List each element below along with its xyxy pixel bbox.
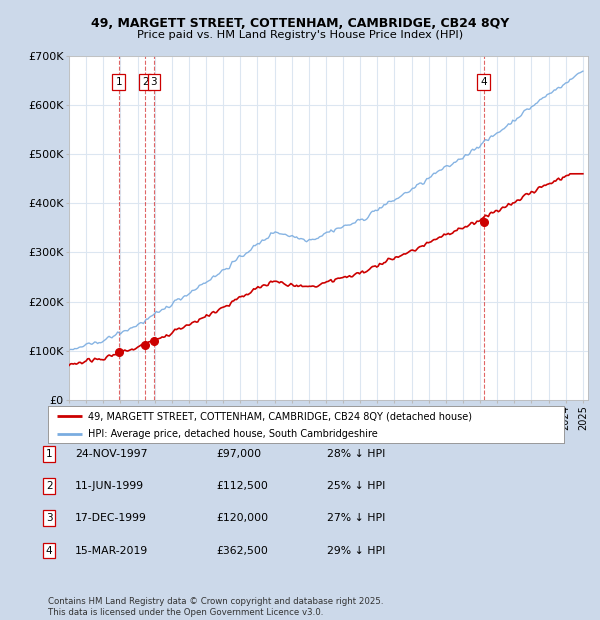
Text: Contains HM Land Registry data © Crown copyright and database right 2025.: Contains HM Land Registry data © Crown c…	[48, 597, 383, 606]
Text: £97,000: £97,000	[216, 449, 261, 459]
Text: Price paid vs. HM Land Registry's House Price Index (HPI): Price paid vs. HM Land Registry's House …	[137, 30, 463, 40]
Text: 3: 3	[46, 513, 53, 523]
Text: 49, MARGETT STREET, COTTENHAM, CAMBRIDGE, CB24 8QY (detached house): 49, MARGETT STREET, COTTENHAM, CAMBRIDGE…	[88, 411, 472, 421]
Text: 49, MARGETT STREET, COTTENHAM, CAMBRIDGE, CB24 8QY: 49, MARGETT STREET, COTTENHAM, CAMBRIDGE…	[91, 17, 509, 30]
Text: £362,500: £362,500	[216, 546, 268, 556]
Text: 27% ↓ HPI: 27% ↓ HPI	[327, 513, 385, 523]
Text: £120,000: £120,000	[216, 513, 268, 523]
Text: 24-NOV-1997: 24-NOV-1997	[75, 449, 148, 459]
Text: HPI: Average price, detached house, South Cambridgeshire: HPI: Average price, detached house, Sout…	[88, 429, 378, 439]
Text: 25% ↓ HPI: 25% ↓ HPI	[327, 481, 385, 491]
Text: 29% ↓ HPI: 29% ↓ HPI	[327, 546, 385, 556]
Text: This data is licensed under the Open Government Licence v3.0.: This data is licensed under the Open Gov…	[48, 608, 323, 617]
Text: £112,500: £112,500	[216, 481, 268, 491]
Text: 28% ↓ HPI: 28% ↓ HPI	[327, 449, 385, 459]
Text: 11-JUN-1999: 11-JUN-1999	[75, 481, 144, 491]
Text: 1: 1	[46, 449, 53, 459]
Text: 4: 4	[46, 546, 53, 556]
Text: 17-DEC-1999: 17-DEC-1999	[75, 513, 147, 523]
Text: 4: 4	[480, 77, 487, 87]
Text: 3: 3	[151, 77, 157, 87]
Text: 2: 2	[46, 481, 53, 491]
Text: 1: 1	[115, 77, 122, 87]
Text: 15-MAR-2019: 15-MAR-2019	[75, 546, 148, 556]
Text: 2: 2	[142, 77, 149, 87]
